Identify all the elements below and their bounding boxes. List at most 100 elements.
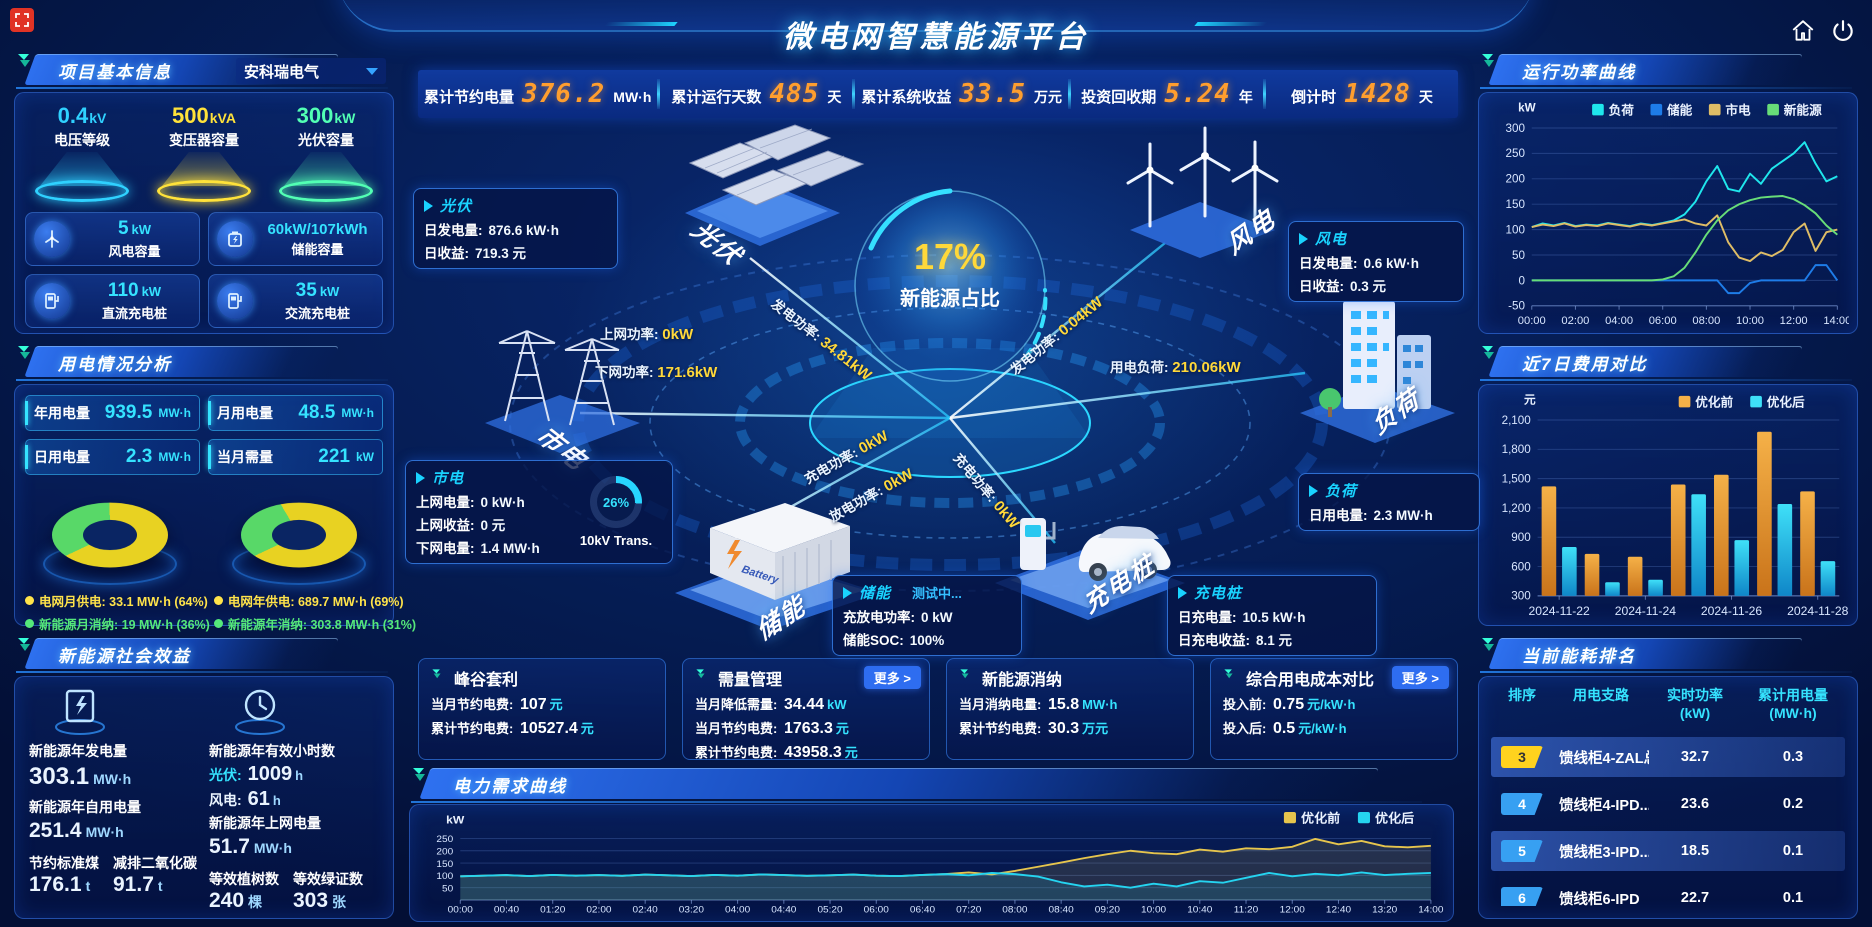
power-icon[interactable] — [1826, 14, 1860, 48]
topology-rings — [509, 188, 1391, 592]
rank-badge: 6 — [1501, 887, 1543, 906]
svg-text:2024-11-26: 2024-11-26 — [1701, 604, 1763, 618]
load-building-icon — [1285, 283, 1465, 458]
stat-block: 等效绿证数 303 张 — [293, 871, 363, 912]
svg-text:-50: -50 — [1508, 300, 1525, 313]
stat-value: 51.7 MW·h — [209, 835, 292, 858]
panel-energy-ranking: 当前能耗排名 排序 用电支路 实时功率 (kW) 累计用电量 (MW·h) 3 馈线柜4-… — [1474, 636, 1862, 921]
chevron-down-icon — [366, 67, 378, 75]
svg-text:08:40: 08:40 — [1049, 905, 1075, 916]
stat-value: 251.4 MW·h — [29, 819, 124, 842]
panel-corner-icon — [16, 636, 38, 658]
clock-icon — [233, 685, 287, 735]
generation-icon — [53, 685, 107, 735]
svg-text:1,200: 1,200 — [1502, 502, 1532, 515]
svg-text:1,500: 1,500 — [1502, 473, 1532, 486]
arrow-icon — [843, 586, 852, 599]
stat-segment: 累计节约电量 376.2 MW·h — [424, 79, 652, 109]
run-power-chart: -50 0 50 100 150 200 250 300 kW 00:00 02:00 04:00 06… — [1487, 99, 1851, 329]
svg-text:00:00: 00:00 — [1518, 315, 1546, 327]
card-stat-row: 累计节约电费: 30.3 万元 — [959, 720, 1109, 737]
stat-block: 减排二氧化碳 91.7 t — [113, 855, 197, 896]
panel-usage-analysis: 用电情况分析 年用电量 939.5 MW·h 月用电量 48.5 MW·h 日用电量 2.3 M… — [10, 344, 416, 632]
svg-text:1,800: 1,800 — [1502, 443, 1532, 456]
svg-text:600: 600 — [1511, 560, 1531, 573]
svg-text:200: 200 — [1505, 173, 1525, 186]
battery-icon — [217, 221, 253, 257]
ranking-table-header: 排序 用电支路 实时功率 (kW) 累计用电量 (MW·h) — [1491, 687, 1845, 730]
stat-label: 新能源年有效小时数 — [209, 743, 335, 759]
svg-text:300: 300 — [1505, 122, 1525, 135]
more-button[interactable]: 更多 > — [863, 666, 921, 689]
table-row: 3 馈线柜4-ZAL总 32.7 0.3 — [1491, 737, 1845, 777]
ranking-table-body: 3 馈线柜4-ZAL总 32.7 0.3 4 馈线柜4-IPD... 23.6 0.2 5 … — [1491, 730, 1845, 906]
rank-badge: 5 — [1501, 840, 1543, 862]
panel-project-info: 项目基本信息 安科瑞电气 0.4kV 电压等级 500kVA 变压器容量 300kW 光伏… — [10, 52, 398, 336]
panel-corner-icon — [1480, 52, 1502, 74]
svg-text:12:00: 12:00 — [1780, 315, 1808, 327]
callout-row: 日充电量: 10.5 kW·h — [1178, 610, 1306, 625]
donut-legend-column: 电网年供电: 689.7 MW·h (69%) 新能源年消纳: 303.8 MW·… — [213, 587, 416, 633]
panel-corner-icon — [16, 344, 38, 366]
svg-text:优化后: 优化后 — [1375, 811, 1415, 825]
svg-text:市电: 市电 — [1725, 103, 1751, 118]
callout-load: 负荷 日用电量: 2.3 MW·h — [1298, 473, 1480, 531]
stat-value: 303.1 MW·h — [29, 763, 132, 790]
svg-text:03:20: 03:20 — [679, 905, 705, 916]
svg-text:储能: 储能 — [1667, 103, 1693, 118]
svg-text:00:00: 00:00 — [448, 905, 474, 916]
callout-storage: 储能 测试中... 充放电功率: 0 kW 储能SOC: 100% — [832, 575, 1022, 656]
page-title: 微电网智慧能源平台 — [783, 21, 1089, 54]
capacity-spotlight: 500kVA 变压器容量 — [149, 103, 259, 202]
benefit-card: 综合用电成本对比 更多 > 投入前: 0.75 元/kW·h 投入后: 0.5 元/kW·… — [1210, 658, 1458, 760]
svg-text:优化前: 优化前 — [1301, 811, 1341, 825]
panel-title: 近7日费用对比 — [1522, 355, 1648, 374]
svg-text:2024-11-28: 2024-11-28 — [1787, 604, 1849, 618]
callout-row: 充放电功率: 0 kW — [843, 610, 953, 625]
svg-text:05:20: 05:20 — [817, 905, 843, 916]
flow-label-grid-import: 下网功率: 171.6kW — [595, 364, 718, 381]
panel-title: 运行功率曲线 — [1522, 63, 1636, 82]
svg-text:新能源: 新能源 — [1784, 103, 1822, 118]
home-icon[interactable] — [1786, 14, 1820, 48]
svg-text:50: 50 — [442, 884, 454, 895]
card-corner-icon — [695, 668, 710, 688]
stats-divider — [1263, 79, 1266, 109]
card-stat-row: 投入前: 0.75 元/kW·h — [1223, 696, 1356, 713]
card-title: 需量管理 — [718, 672, 783, 689]
more-button[interactable]: 更多 > — [1391, 666, 1449, 689]
arrow-icon — [424, 199, 433, 212]
svg-text:10:00: 10:00 — [1736, 315, 1764, 327]
stat-segment: 倒计时 1428 天 — [1291, 79, 1433, 109]
benefit-card: 峰谷套利 当月节约电费: 107 元累计节约电费: 10527.4 元 — [418, 658, 666, 760]
svg-text:200: 200 — [436, 847, 453, 858]
svg-text:07:20: 07:20 — [956, 905, 982, 916]
rank-badge: 4 — [1501, 793, 1543, 815]
arrow-icon — [1299, 232, 1308, 245]
stat-value: 光伏: 1009 h — [209, 763, 304, 785]
svg-text:04:40: 04:40 — [771, 905, 797, 916]
stats-divider — [657, 79, 661, 109]
capacity-card: 35 kW 交流充电桩 — [208, 274, 383, 328]
project-select[interactable]: 安科瑞电气 — [236, 58, 386, 84]
stat-label: 新能源年上网电量 — [209, 815, 321, 831]
svg-text:13:20: 13:20 — [1372, 905, 1398, 916]
stats-divider — [1068, 79, 1072, 109]
callout-row: 日用电量: 2.3 MW·h — [1309, 508, 1433, 523]
microgrid-topology-diagram: 17% 新能源占比 — [405, 118, 1480, 656]
svg-text:优化前: 优化前 — [1695, 395, 1733, 410]
summary-stats-bar: 累计节约电量 376.2 MW·h 累计运行天数 485 天累计系统收益 33.5 万元 投资回… — [418, 70, 1458, 118]
card-stat-row: 累计节约电费: 10527.4 元 — [431, 720, 594, 737]
capacity-spotlight: 300kW 光伏容量 — [271, 103, 381, 202]
stat-value: 风电: 61 h — [209, 788, 281, 810]
fullscreen-icon[interactable] — [10, 8, 34, 32]
stat-segment: 投资回收期 5.24 年 — [1081, 79, 1253, 109]
table-row: 6 馈线柜6-IPD 22.7 0.1 — [1491, 878, 1845, 906]
supply-donut — [224, 481, 374, 585]
column-header: 排序 — [1508, 687, 1536, 703]
callout-row: 上网电量: 0 kW·h — [416, 495, 525, 510]
benefit-cards-row: 峰谷套利 当月节约电费: 107 元累计节约电费: 10527.4 元 需量管理 更多 >… — [418, 658, 1458, 761]
donut-legend: 电网月供电: 33.1 MW·h (64%) 新能源月消纳: 19 MW·h (3… — [15, 585, 416, 633]
stat-block: 等效植树数 240 棵 — [209, 871, 279, 912]
stat-segment: 累计系统收益 33.5 万元 — [861, 79, 1063, 109]
